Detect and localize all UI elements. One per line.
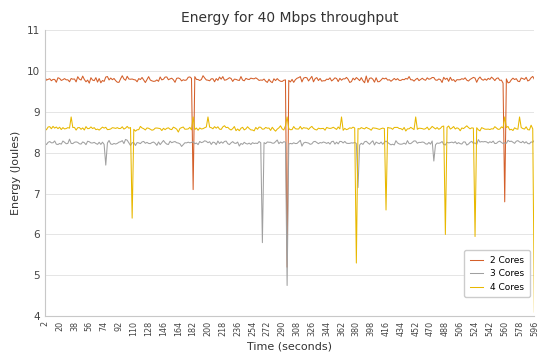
4 Cores [218, 127, 224, 132]
Line: 2 Cores: 2 Cores [45, 76, 535, 267]
Line: 4 Cores: 4 Cores [45, 117, 535, 312]
2 Cores [41, 74, 48, 79]
4 Cores [195, 128, 201, 132]
Y-axis label: Energy (Joules): Energy (Joules) [11, 131, 21, 215]
3 Cores [218, 140, 224, 144]
2 Cores [193, 77, 200, 82]
Line: 3 Cores: 3 Cores [45, 139, 535, 285]
2 Cores [218, 77, 224, 81]
3 Cores [492, 141, 498, 146]
4 Cores [512, 126, 518, 130]
4 Cores [196, 126, 203, 130]
2 Cores [284, 265, 290, 269]
2 Cores [531, 77, 538, 82]
2 Cores [314, 76, 320, 80]
X-axis label: Time (seconds): Time (seconds) [247, 342, 332, 352]
Title: Energy for 40 Mbps throughput: Energy for 40 Mbps throughput [181, 11, 398, 25]
3 Cores [513, 139, 520, 143]
3 Cores [66, 137, 73, 141]
3 Cores [284, 283, 290, 287]
2 Cores [195, 77, 201, 82]
3 Cores [531, 138, 538, 143]
2 Cores [200, 74, 206, 78]
4 Cores [312, 127, 318, 132]
2 Cores [492, 78, 498, 83]
Legend: 2 Cores, 3 Cores, 4 Cores: 2 Cores, 3 Cores, 4 Cores [464, 250, 530, 297]
4 Cores [531, 310, 538, 314]
4 Cores [68, 115, 74, 119]
3 Cores [196, 139, 203, 144]
4 Cores [490, 127, 497, 131]
4 Cores [41, 126, 48, 130]
3 Cores [41, 141, 48, 145]
2 Cores [513, 77, 520, 81]
3 Cores [314, 140, 320, 145]
3 Cores [195, 142, 201, 147]
